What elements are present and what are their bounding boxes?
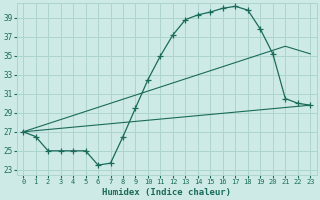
X-axis label: Humidex (Indice chaleur): Humidex (Indice chaleur): [102, 188, 231, 197]
